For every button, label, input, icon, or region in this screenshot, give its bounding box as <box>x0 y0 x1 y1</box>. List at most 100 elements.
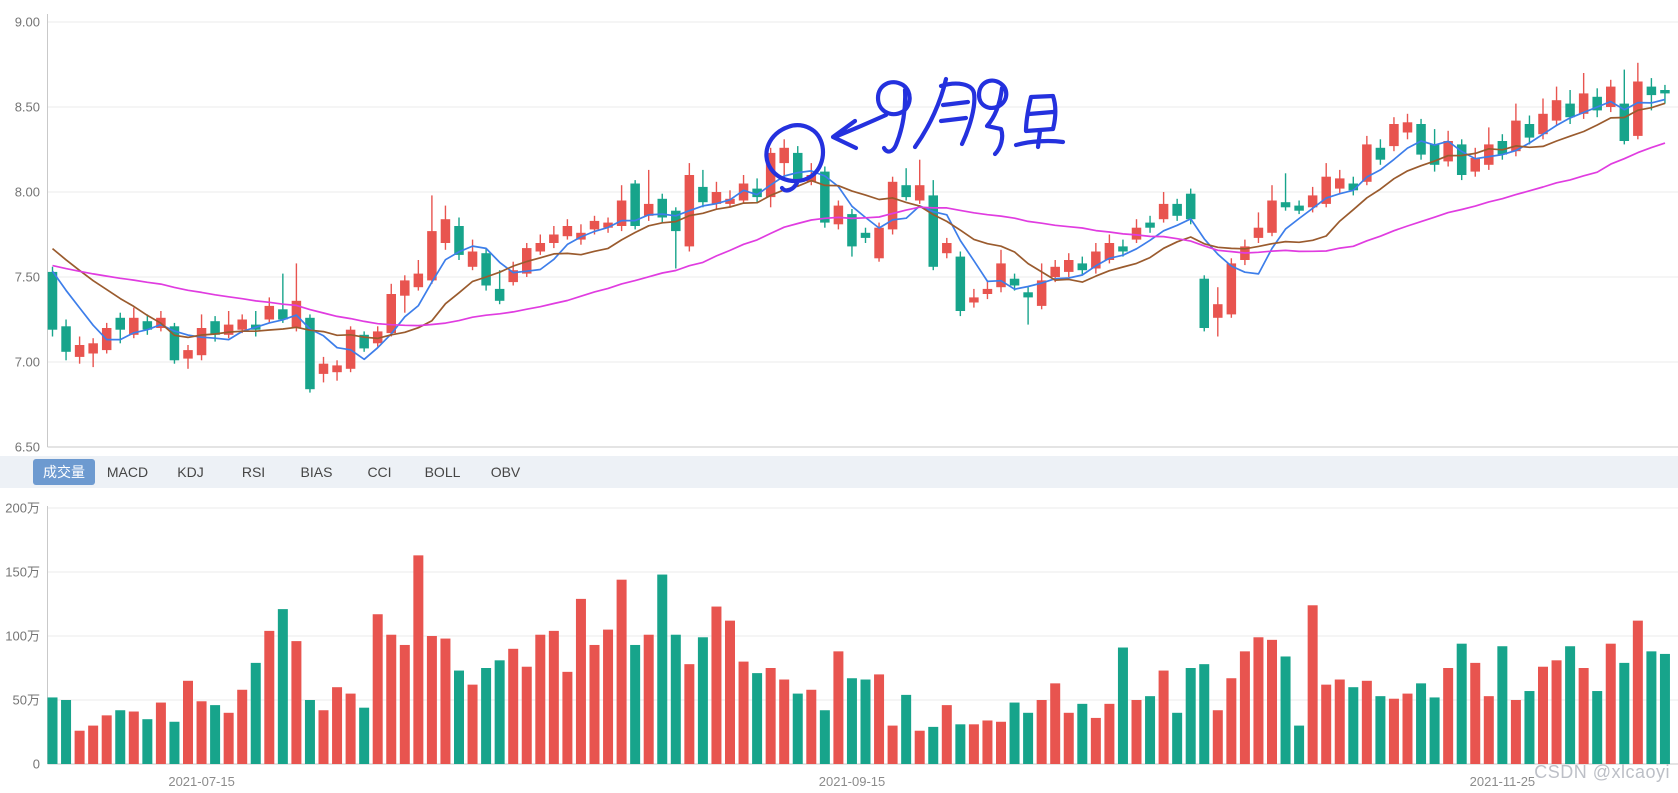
volume-bar <box>562 671 573 764</box>
candle-body <box>142 321 153 330</box>
tab-volume[interactable]: 成交量 <box>33 459 95 485</box>
tab-cci[interactable]: CCI <box>367 464 392 480</box>
volume-bar <box>996 721 1006 764</box>
volume-bar <box>494 660 505 764</box>
volume-bar <box>643 634 654 764</box>
volume-bar <box>250 662 261 764</box>
ma-line-ma10 <box>51 102 1666 340</box>
candle-body <box>1294 205 1304 211</box>
tab-macd[interactable]: MACD <box>106 464 149 480</box>
candle-body <box>332 365 342 373</box>
volume-bar <box>738 661 749 764</box>
volume-bar <box>684 664 695 764</box>
volume-bar <box>819 710 830 764</box>
volume-tick-label: 50万 <box>13 693 40 708</box>
volume-bar <box>74 730 85 764</box>
candle-body <box>725 198 735 204</box>
candle-body <box>1633 81 1643 136</box>
price-tick-label: 7.00 <box>15 355 40 370</box>
candle-body <box>1348 183 1359 191</box>
volume-bar <box>752 673 763 764</box>
volume-bar <box>345 693 356 764</box>
volume-bar <box>1077 703 1088 764</box>
candle-body <box>1606 86 1616 107</box>
candle-body <box>413 273 424 288</box>
candle-body <box>400 280 410 296</box>
volume-tick-label: 100万 <box>5 629 40 644</box>
volume-bar <box>332 687 343 764</box>
volume-bar <box>318 710 329 764</box>
candle-body <box>1484 144 1494 165</box>
volume-bar <box>1226 678 1237 764</box>
volume-bar <box>779 679 790 764</box>
volume-bar <box>1497 646 1508 764</box>
ma-line-ma5 <box>51 98 1666 361</box>
volume-bar <box>399 644 410 764</box>
candle-body <box>467 251 478 267</box>
volume-bar <box>1307 605 1318 764</box>
candle-body <box>1551 100 1562 121</box>
tab-rsi[interactable]: RSI <box>241 464 266 480</box>
volume-bar <box>1131 700 1142 764</box>
volume-bar <box>1388 698 1399 764</box>
tab-obv[interactable]: OBV <box>490 464 521 480</box>
candle-body <box>549 234 559 243</box>
tab-kdj[interactable]: KDJ <box>177 464 204 480</box>
tab-bias[interactable]: BIAS <box>300 464 333 480</box>
volume-bar <box>1348 687 1359 764</box>
ma-line-ma30 <box>52 142 1666 327</box>
volume-bar <box>1009 702 1020 764</box>
volume-bar <box>183 680 193 764</box>
candle-body <box>440 219 451 243</box>
volume-bar <box>481 668 492 764</box>
volume-bar <box>806 689 817 764</box>
date-tick-label: 2021-09-15 <box>819 774 886 789</box>
volume-bar <box>846 678 857 764</box>
volume-bar <box>1632 620 1643 764</box>
candle-body <box>1646 86 1657 96</box>
volume-bar <box>670 634 681 764</box>
candle-body <box>1172 203 1182 216</box>
volume-bar <box>941 705 952 764</box>
price-tick-label: 8.50 <box>15 100 40 115</box>
volume-bar <box>1036 700 1047 764</box>
candle-body <box>1443 141 1453 162</box>
kline-chart[interactable]: 9.00 8.50 8.00 7.50 7.00 6.50 <box>0 0 1678 456</box>
volume-bar <box>589 644 600 764</box>
volume-bar <box>1212 710 1223 764</box>
candle-body <box>305 317 315 390</box>
candle-body <box>129 317 139 335</box>
candle-body <box>793 152 803 182</box>
candle-body <box>47 271 58 330</box>
price-tick-label: 8.00 <box>15 185 40 200</box>
volume-bar <box>1239 651 1250 764</box>
volume-bar <box>155 702 166 764</box>
volume-bar <box>88 725 99 764</box>
volume-bar <box>968 724 979 764</box>
candle-body <box>1091 251 1101 269</box>
candle-body <box>982 288 993 294</box>
volume-bar <box>61 700 72 764</box>
volume-bar <box>1510 700 1521 764</box>
volume-bar <box>426 636 437 764</box>
candle-body <box>833 205 844 225</box>
candle-body <box>264 305 275 320</box>
volume-bar <box>1619 662 1630 764</box>
volume-bar <box>982 720 993 764</box>
date-tick-label: 2021-11-25 <box>1470 774 1536 789</box>
volume-bar <box>508 648 519 764</box>
candle-body <box>1158 203 1169 220</box>
candle-body <box>928 195 938 267</box>
candle-body <box>1280 202 1291 208</box>
candle-body <box>210 321 220 335</box>
candles <box>47 62 1670 393</box>
volume-bar <box>833 651 844 764</box>
candle-body <box>1145 222 1155 228</box>
tab-boll[interactable]: BOLL <box>424 464 461 480</box>
candle-body <box>955 256 966 311</box>
volume-bar <box>101 715 112 764</box>
candle-body <box>1389 124 1399 147</box>
volume-bar <box>630 644 641 764</box>
candle-body <box>1511 120 1521 152</box>
